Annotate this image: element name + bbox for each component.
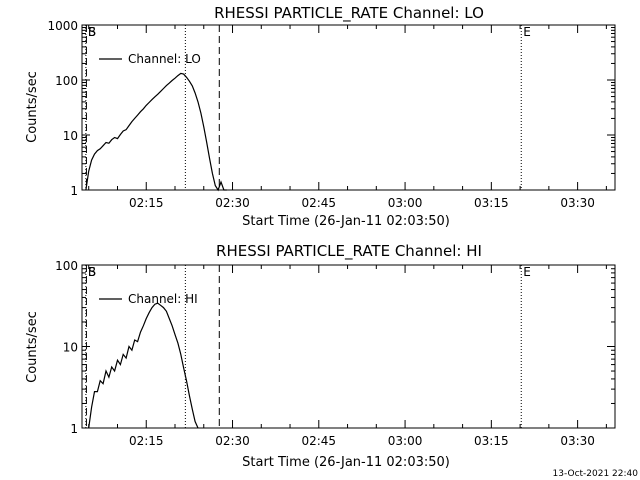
- y-tick-label: 1000: [47, 19, 78, 33]
- data-series-line: [85, 72, 227, 192]
- event-marker-label: B: [88, 265, 96, 279]
- event-marker-label: E: [523, 265, 531, 279]
- event-marker-label: B: [88, 25, 96, 39]
- x-tick-label: 03:00: [388, 196, 423, 210]
- y-tick-label: 1: [70, 422, 78, 436]
- footer-timestamp: 13-Oct-2021 22:40: [553, 469, 639, 479]
- chart-panel-hi: RHESSI PARTICLE_RATE Channel: HI Counts/…: [25, 242, 616, 470]
- y-tick-label: 100: [55, 259, 78, 273]
- event-marker-label: S: [88, 25, 96, 39]
- x-tick-label: 03:30: [560, 196, 595, 210]
- x-tick-label: 03:15: [474, 196, 509, 210]
- x-tick-label: 03:00: [388, 434, 423, 448]
- x-axis-label: Start Time (26-Jan-11 02:03:50): [242, 455, 450, 470]
- x-tick-label: 02:45: [301, 434, 336, 448]
- x-tick-label: 02:15: [129, 434, 164, 448]
- legend-label: Channel: LO: [128, 52, 201, 66]
- x-tick-label: 02:45: [301, 196, 336, 210]
- y-tick-label: 10: [63, 341, 78, 355]
- data-series-line: [88, 302, 199, 429]
- chart-title: RHESSI PARTICLE_RATE Channel: LO: [214, 4, 484, 23]
- x-tick-label: 02:30: [215, 434, 250, 448]
- x-tick-label: 02:30: [215, 196, 250, 210]
- y-tick-label: 10: [63, 129, 78, 143]
- y-axis-label: Counts/sec: [25, 311, 40, 383]
- plot-frame: [81, 24, 616, 191]
- y-tick-label: 1: [70, 184, 78, 198]
- x-tick-label: 02:15: [129, 196, 164, 210]
- plot-frame: [81, 264, 616, 429]
- x-tick-label: 03:30: [560, 434, 595, 448]
- chart-panel-lo: RHESSI PARTICLE_RATE Channel: LO Counts/…: [25, 4, 616, 229]
- event-marker-label: S: [88, 265, 96, 279]
- event-marker-label: E: [523, 25, 531, 39]
- y-tick-label: 100: [55, 74, 78, 88]
- x-tick-label: 03:15: [474, 434, 509, 448]
- chart-title: RHESSI PARTICLE_RATE Channel: HI: [216, 242, 482, 261]
- legend-label: Channel: HI: [128, 292, 198, 306]
- y-axis-label: Counts/sec: [25, 71, 40, 143]
- x-axis-label: Start Time (26-Jan-11 02:03:50): [242, 214, 450, 229]
